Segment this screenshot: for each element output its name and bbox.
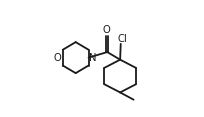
Text: Cl: Cl: [117, 34, 127, 44]
Text: O: O: [53, 53, 61, 63]
Text: N: N: [89, 53, 96, 63]
Text: O: O: [102, 25, 110, 35]
